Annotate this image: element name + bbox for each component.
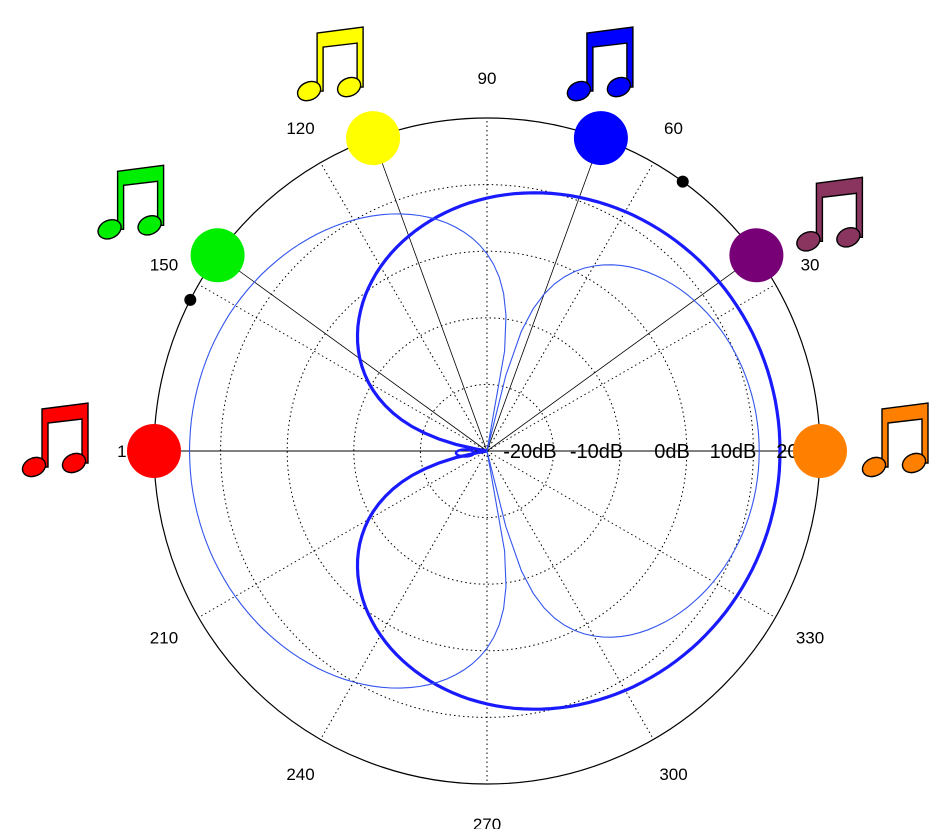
music-note-icon xyxy=(858,402,930,481)
grid-spoke xyxy=(198,450,488,618)
sources xyxy=(18,26,930,481)
source-line xyxy=(372,137,488,452)
angle-tick-label: 240 xyxy=(286,765,314,784)
angle-tick-label: 210 xyxy=(150,629,178,648)
music-note-icon xyxy=(18,402,90,481)
edge-marker xyxy=(676,175,689,188)
grid-spoke xyxy=(320,450,488,740)
radial-tick-label: -20dB xyxy=(503,441,556,463)
source-dot xyxy=(573,111,628,166)
source-dot xyxy=(729,228,784,283)
angle-tick-label: 150 xyxy=(150,256,178,275)
angle-tick-label: 300 xyxy=(659,765,687,784)
source-line xyxy=(217,254,488,452)
edge-marker xyxy=(184,293,197,306)
music-note-icon xyxy=(293,26,365,106)
series-curves xyxy=(188,191,782,711)
grid-spoke xyxy=(198,284,488,452)
series-thick-backlobe xyxy=(454,448,476,458)
grid-ring xyxy=(286,250,688,652)
angle-tick-label: 330 xyxy=(796,629,824,648)
grid-spoke xyxy=(486,284,776,452)
source-dot xyxy=(346,111,401,166)
source-line xyxy=(486,254,757,452)
grid-spoke xyxy=(486,450,654,740)
grid-spoke xyxy=(320,162,488,452)
music-note-icon xyxy=(793,176,864,256)
angle-tick-label: 30 xyxy=(801,256,820,275)
series-thin-curve xyxy=(188,213,760,689)
angle-tick-label: 90 xyxy=(478,69,497,88)
radial-tick-label: 0dB xyxy=(654,441,690,463)
radial-tick-label: -10dB xyxy=(570,441,623,463)
music-note-icon xyxy=(94,164,165,244)
tick-labels: 030609012015018210240270300330-20dB-10dB… xyxy=(117,69,828,829)
grid-spoke xyxy=(486,162,654,452)
angle-tick-label: 60 xyxy=(664,119,683,138)
grid-spoke xyxy=(486,450,776,618)
source-dot xyxy=(127,424,181,478)
radial-tick-label: 10dB xyxy=(710,441,757,463)
angle-tick-label: 270 xyxy=(473,815,501,829)
music-note-icon xyxy=(563,26,635,106)
source-dot xyxy=(190,228,245,283)
source-dot xyxy=(793,424,847,478)
angle-tick-label: 120 xyxy=(286,119,314,138)
